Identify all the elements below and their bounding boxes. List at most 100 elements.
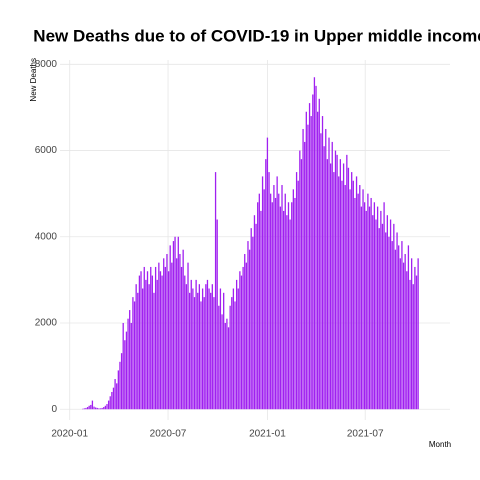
bar [176, 258, 178, 410]
bar [333, 172, 335, 410]
bar [376, 206, 379, 410]
bar [237, 288, 239, 410]
bar [291, 202, 293, 410]
bar [137, 292, 139, 410]
bar [150, 266, 152, 410]
bar [334, 150, 337, 410]
bar [229, 305, 231, 410]
chart-title: New Deaths due to of COVID-19 in Upper m… [33, 26, 480, 45]
bar [227, 327, 230, 410]
bar [107, 400, 110, 410]
bar [117, 370, 119, 410]
bar [148, 284, 150, 410]
bar [391, 241, 393, 410]
bar [185, 284, 188, 410]
bar [252, 236, 254, 410]
bar [368, 206, 371, 410]
bar [166, 254, 168, 410]
bar [271, 202, 273, 410]
bar [339, 159, 341, 410]
bar [307, 124, 309, 410]
bar [354, 197, 356, 410]
bar [375, 219, 377, 410]
bar [412, 284, 414, 410]
bar [263, 189, 265, 410]
bar [273, 185, 275, 410]
bar [415, 275, 418, 410]
bar [184, 275, 186, 410]
bar [278, 193, 280, 410]
bar [386, 215, 388, 410]
bar [193, 297, 196, 410]
bar [253, 215, 256, 410]
bar [255, 223, 257, 410]
y-tick-label: 0 [51, 404, 57, 415]
x-tick-label: 2020-07 [150, 429, 187, 440]
bar [116, 383, 118, 410]
bar [260, 210, 262, 410]
bar [182, 249, 184, 410]
bar [169, 245, 171, 410]
bar [367, 193, 369, 410]
bar [130, 322, 132, 410]
bar [109, 396, 111, 410]
bar [135, 284, 137, 410]
x-axis-title: Month [429, 440, 451, 449]
bar [336, 154, 338, 410]
bar [245, 262, 248, 410]
x-tick-label: 2021-07 [347, 429, 384, 440]
bar [129, 310, 131, 410]
bar [270, 193, 272, 410]
bar [305, 111, 307, 410]
bar [85, 407, 87, 410]
bar [151, 275, 154, 410]
bar [321, 116, 324, 410]
bar [295, 172, 298, 410]
bar [91, 400, 94, 410]
bar [331, 141, 333, 410]
bar [323, 146, 325, 410]
bar [244, 254, 246, 410]
bar [362, 189, 364, 410]
bar [145, 279, 147, 410]
bar [383, 202, 385, 410]
bar [174, 236, 176, 410]
bar [417, 258, 419, 410]
bar [177, 236, 179, 410]
bar [373, 202, 376, 410]
bar [195, 279, 197, 410]
bar [329, 163, 332, 410]
bar [365, 210, 367, 410]
bar [304, 141, 306, 410]
bar [141, 288, 144, 410]
y-tick-label: 6000 [35, 145, 58, 156]
bar [325, 128, 327, 410]
bar [172, 241, 175, 410]
bar [394, 249, 397, 410]
bar [187, 262, 189, 410]
bar [257, 202, 259, 410]
bar [248, 249, 251, 410]
bar [409, 279, 411, 410]
bar [247, 241, 249, 410]
bar [98, 408, 100, 410]
bar [326, 159, 329, 410]
bar [83, 408, 85, 410]
bar [88, 405, 90, 410]
bar [127, 318, 129, 410]
bar [232, 288, 235, 410]
bar [242, 266, 244, 410]
bar [235, 279, 238, 410]
bar [398, 245, 400, 410]
bar [86, 407, 89, 410]
bar [156, 279, 158, 410]
bar [214, 172, 217, 410]
bar [372, 215, 374, 410]
bar [93, 406, 95, 410]
bar [239, 271, 241, 410]
bar [114, 379, 116, 410]
bar [351, 172, 353, 410]
bar [99, 408, 102, 410]
bar [163, 258, 165, 410]
bar [143, 266, 145, 410]
